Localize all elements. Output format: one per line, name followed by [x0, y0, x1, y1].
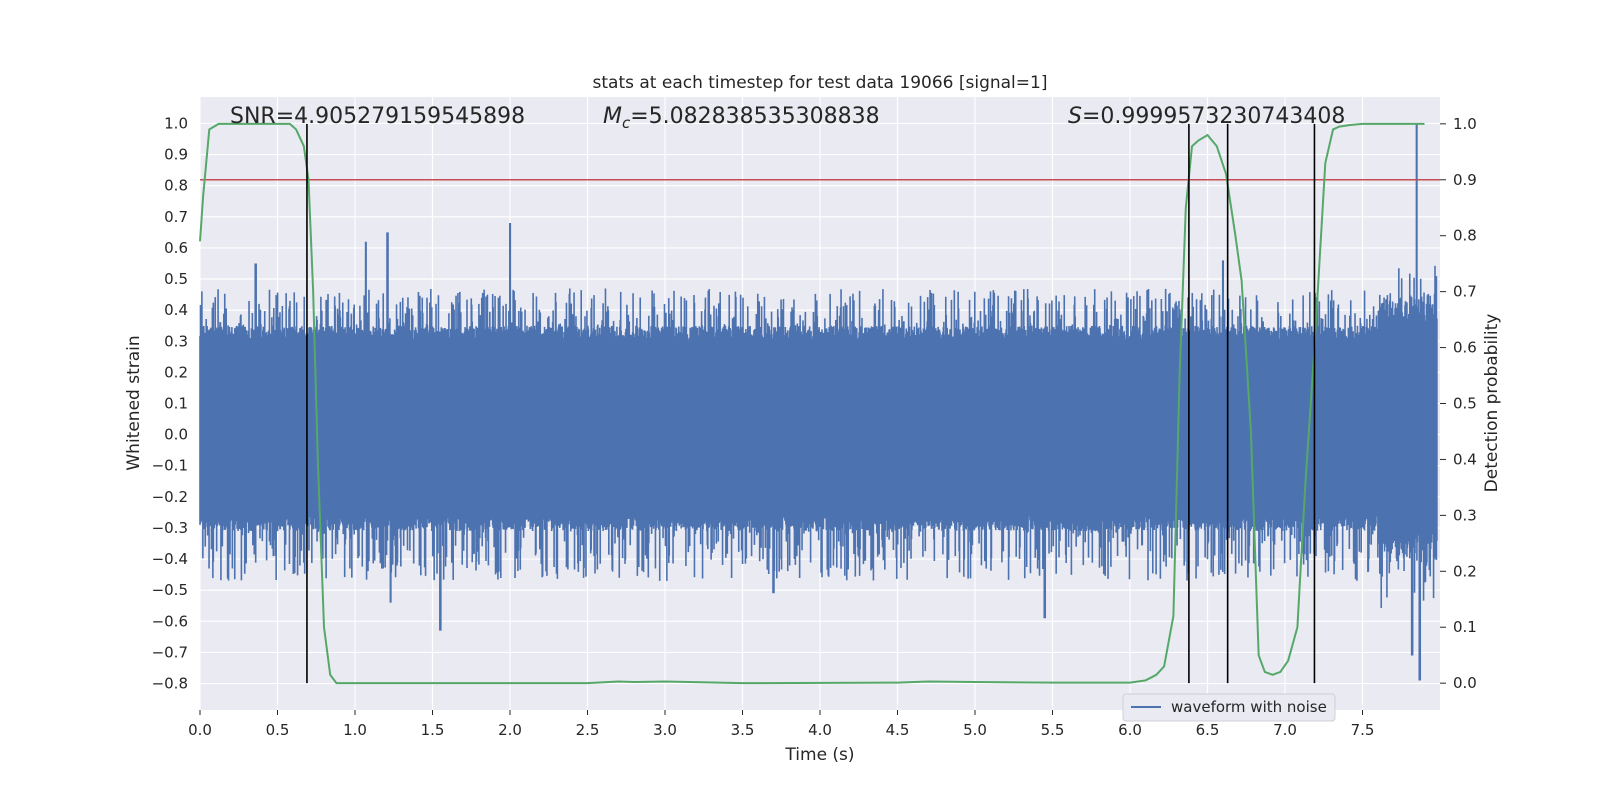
y-tick-label: −0.2 [152, 488, 188, 506]
chirp-mass-value: =5.082838535308838 [630, 104, 879, 129]
plot-area [199, 122, 1440, 685]
y2-tick-label: 0.6 [1453, 339, 1477, 357]
chirp-mass-symbol: M [603, 104, 622, 129]
chirp-mass-annotation: Mc=5.082838535308838 [603, 104, 880, 132]
detection-probability-series [199, 122, 1425, 685]
x-tick-label: 7.0 [1273, 721, 1297, 739]
y2-tick-label: 0.4 [1453, 450, 1477, 468]
x-tick-label: 5.0 [963, 721, 987, 739]
x-tick-label: 3.0 [653, 721, 677, 739]
y2-tick-label: 0.9 [1453, 171, 1477, 189]
y-tick-label: 0.1 [164, 395, 188, 413]
axes: 0.0 0.5 1.0 1.5 2.0 2.5 3.0 3.5 4.0 4.5 5.0 5.5 6.0 6… [152, 114, 1477, 739]
legend: waveform with noise [1122, 693, 1336, 722]
score-value: =0.9999573230743408 [1082, 104, 1345, 129]
y-tick-label: 1.0 [164, 114, 188, 132]
y2-axis-label: Detection probability [1482, 314, 1502, 493]
y2-tick-label: 0.2 [1453, 562, 1477, 580]
x-tick-label: 3.5 [731, 721, 755, 739]
y2-tick-label: 1.0 [1453, 115, 1477, 133]
y-tick-label: −0.5 [152, 581, 188, 599]
x-tick-label: 6.5 [1196, 721, 1220, 739]
y-tick-label: −0.4 [152, 550, 188, 568]
y-tick-label: 0.3 [164, 332, 188, 350]
legend-box [1122, 693, 1336, 722]
y-tick-label: 0.0 [164, 426, 188, 444]
y2-tick-label: 0.3 [1453, 506, 1477, 524]
y2-tick-label: 0.7 [1453, 283, 1477, 301]
x-tick-label: 4.0 [808, 721, 832, 739]
x-tick-label: 6.0 [1118, 721, 1142, 739]
x-tick-label: 0.5 [266, 721, 290, 739]
x-tick-label: 5.5 [1041, 721, 1065, 739]
y-tick-label: 0.9 [164, 146, 188, 164]
x-tick-label: 0.0 [188, 721, 212, 739]
y-tick-label: 0.8 [164, 177, 188, 195]
chirp-mass-subscript: c [622, 114, 631, 132]
x-tick-label: 4.5 [886, 721, 910, 739]
y2-tick-label: 0.1 [1453, 618, 1477, 636]
y-tick-label: 0.7 [164, 208, 188, 226]
y-axis-label: Whitened strain [124, 335, 144, 470]
x-tick-label: 2.5 [576, 721, 600, 739]
y2-tick-label: 0.5 [1453, 395, 1477, 413]
waveform-core-band [200, 350, 1437, 508]
score-symbol: S [1068, 104, 1082, 129]
y-tick-label: −0.7 [152, 643, 188, 661]
x-tick-label: 1.5 [421, 721, 445, 739]
y-tick-label: −0.1 [152, 457, 188, 475]
legend-label-waveform: waveform with noise [1171, 698, 1327, 716]
y-tick-label: −0.6 [152, 612, 188, 630]
x-tick-label: 1.0 [343, 721, 367, 739]
x-tick-label: 2.0 [498, 721, 522, 739]
y-tick-label: −0.8 [152, 675, 188, 693]
snr-annotation: SNR=4.905279159545898 [230, 104, 525, 129]
y2-tick-label: 0.0 [1453, 674, 1477, 692]
y2-tick-label: 0.8 [1453, 227, 1477, 245]
x-tick-label: 7.5 [1351, 721, 1375, 739]
y-tick-label: −0.3 [152, 519, 188, 537]
chart-title: stats at each timestep for test data 190… [593, 73, 1048, 93]
x-axis-label: Time (s) [784, 745, 854, 765]
y-tick-label: 0.6 [164, 239, 188, 257]
score-annotation: S=0.9999573230743408 [1068, 104, 1345, 129]
y-tick-label: 0.4 [164, 301, 188, 319]
y-tick-label: 0.2 [164, 363, 188, 381]
y-tick-label: 0.5 [164, 270, 188, 288]
